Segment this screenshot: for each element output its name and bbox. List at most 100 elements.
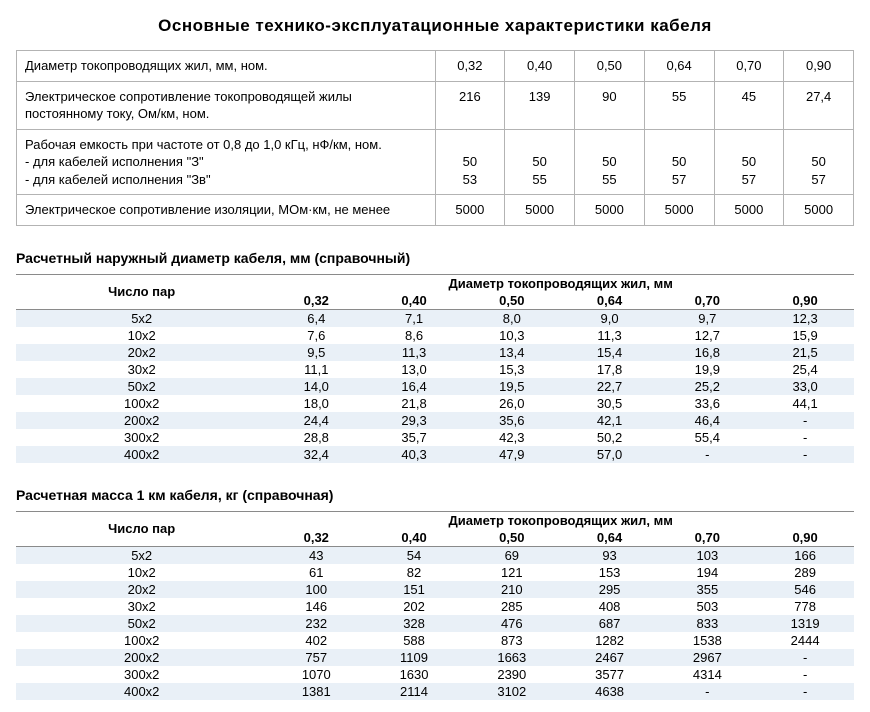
cell-value: 19,5	[463, 378, 561, 395]
row-label: Диаметр токопроводящих жил, мм, ном.	[17, 51, 436, 82]
cell-value: 12,7	[658, 327, 756, 344]
pairs-cell: 100x2	[16, 632, 267, 649]
cell-value: 402	[267, 632, 365, 649]
pairs-cell: 200x2	[16, 649, 267, 666]
cell-value: 57,0	[561, 446, 659, 463]
row-label: Электрическое сопротивление изоляции, МО…	[17, 195, 436, 226]
cell-value: 47,9	[463, 446, 561, 463]
cell-value: 25,2	[658, 378, 756, 395]
cell-value: 3102	[463, 683, 561, 700]
cell-value: 1282	[561, 632, 659, 649]
cell-value: 32,4	[267, 446, 365, 463]
cell-value: 90	[575, 81, 645, 129]
cell-value: 778	[756, 598, 854, 615]
cell-value: 588	[365, 632, 463, 649]
cell-value: 44,1	[756, 395, 854, 412]
cell-value: 35,6	[463, 412, 561, 429]
cell-value: 1538	[658, 632, 756, 649]
diameter-table: Число парДиаметр токопроводящих жил, мм0…	[16, 274, 854, 463]
cell-value: 873	[463, 632, 561, 649]
cell-value: 202	[365, 598, 463, 615]
cell-value: 28,8	[267, 429, 365, 446]
cell-value: 11,3	[561, 327, 659, 344]
cell-value: 3577	[561, 666, 659, 683]
row-label: Электрическое сопротивление токопроводящ…	[17, 81, 436, 129]
row-label: Рабочая емкость при частоте от 0,8 до 1,…	[17, 129, 436, 195]
pairs-cell: 400x2	[16, 683, 267, 700]
cell-value: 295	[561, 581, 659, 598]
cell-value: 5000	[644, 195, 714, 226]
cell-value: 12,3	[756, 309, 854, 327]
cell-value: 29,3	[365, 412, 463, 429]
cell-value: 17,8	[561, 361, 659, 378]
cell-value: 1663	[463, 649, 561, 666]
cell-value: -	[658, 446, 756, 463]
cell-value: 4314	[658, 666, 756, 683]
cell-value: 7,1	[365, 309, 463, 327]
cell-value: 546	[756, 581, 854, 598]
cell-value: 1109	[365, 649, 463, 666]
cell-value: 45	[714, 81, 784, 129]
main-characteristics-table: Диаметр токопроводящих жил, мм, ном.0,32…	[16, 50, 854, 226]
column-header: 0,50	[463, 529, 561, 547]
cell-value: 9,7	[658, 309, 756, 327]
table-row: 30x2146202285408503778	[16, 598, 854, 615]
cell-value: 6,4	[267, 309, 365, 327]
cell-value: 55	[644, 81, 714, 129]
cell-value: 0,50	[575, 51, 645, 82]
cell-value: 50 57	[714, 129, 784, 195]
cell-value: -	[756, 666, 854, 683]
cell-value: 30,5	[561, 395, 659, 412]
cell-value: 1630	[365, 666, 463, 683]
cell-value: 43	[267, 546, 365, 564]
cell-value: 5000	[435, 195, 505, 226]
cell-value: 22,7	[561, 378, 659, 395]
cell-value: 16,8	[658, 344, 756, 361]
cell-value: 69	[463, 546, 561, 564]
cell-value: 476	[463, 615, 561, 632]
cell-value: 1070	[267, 666, 365, 683]
cell-value: 50 57	[644, 129, 714, 195]
cell-value: 11,1	[267, 361, 365, 378]
cell-value: 10,3	[463, 327, 561, 344]
pairs-cell: 50x2	[16, 615, 267, 632]
cell-value: 54	[365, 546, 463, 564]
cell-value: 21,5	[756, 344, 854, 361]
table-row: 400x21381211431024638--	[16, 683, 854, 700]
cell-value: 15,9	[756, 327, 854, 344]
column-header: 0,50	[463, 292, 561, 310]
table-row: 200x27571109166324672967-	[16, 649, 854, 666]
cell-value: 82	[365, 564, 463, 581]
cell-value: 2967	[658, 649, 756, 666]
cell-value: 9,0	[561, 309, 659, 327]
cell-value: 139	[505, 81, 575, 129]
table-row: 300x228,835,742,350,255,4-	[16, 429, 854, 446]
pairs-header: Число пар	[16, 511, 267, 546]
pairs-cell: 5x2	[16, 546, 267, 564]
column-header: 0,70	[658, 529, 756, 547]
cell-value: -	[756, 446, 854, 463]
cell-value: 15,4	[561, 344, 659, 361]
cell-value: 46,4	[658, 412, 756, 429]
cell-value: 5000	[714, 195, 784, 226]
table-row: 30x211,113,015,317,819,925,4	[16, 361, 854, 378]
table-row: 50x22323284766878331319	[16, 615, 854, 632]
table-row: Электрическое сопротивление изоляции, МО…	[17, 195, 854, 226]
cell-value: 42,3	[463, 429, 561, 446]
diameter-section-title: Расчетный наружный диаметр кабеля, мм (с…	[16, 250, 854, 266]
cell-value: 50 57	[784, 129, 854, 195]
table-row: 20x2100151210295355546	[16, 581, 854, 598]
pairs-cell: 10x2	[16, 564, 267, 581]
column-header: 0,40	[365, 292, 463, 310]
cell-value: 93	[561, 546, 659, 564]
column-header: 0,90	[756, 292, 854, 310]
cell-value: 15,3	[463, 361, 561, 378]
table-row: Диаметр токопроводящих жил, мм, ном.0,32…	[17, 51, 854, 82]
table-row: Электрическое сопротивление токопроводящ…	[17, 81, 854, 129]
cell-value: -	[756, 412, 854, 429]
table-row: 5x243546993103166	[16, 546, 854, 564]
cell-value: 33,6	[658, 395, 756, 412]
pairs-cell: 30x2	[16, 361, 267, 378]
table-row: Рабочая емкость при частоте от 0,8 до 1,…	[17, 129, 854, 195]
cell-value: 50 55	[575, 129, 645, 195]
